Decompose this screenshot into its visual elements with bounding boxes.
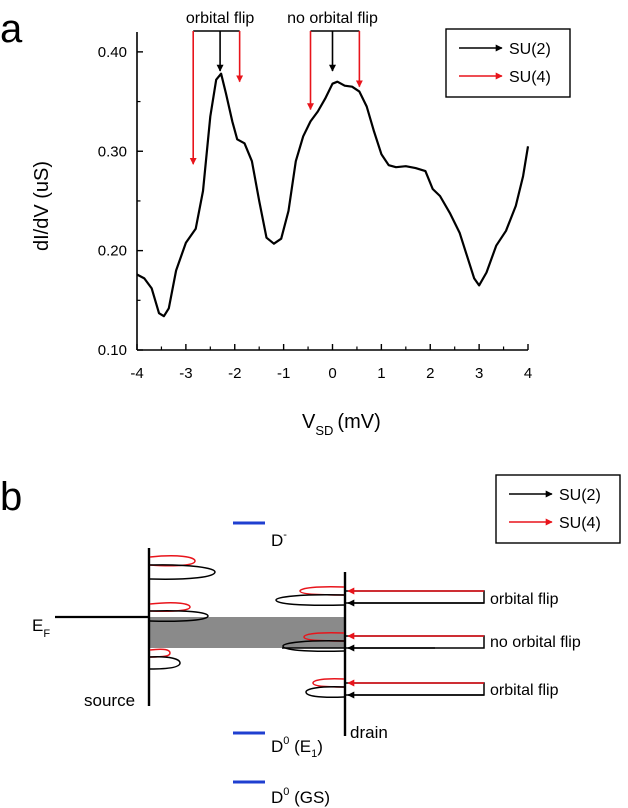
chart-annotations: orbital flip no orbital flip (186, 10, 378, 165)
energy-levels: D- D0 (E1) D0 (GS) (233, 521, 330, 807)
x-tick-label: 0 (328, 365, 336, 382)
level-d0-e1-label: D0 (E1) (271, 735, 323, 760)
x-tick-label: 1 (377, 365, 385, 382)
axis-ticks: -4 -3 -2 -1 0 1 2 3 4 0.10 0.20 0.30 0.40 (98, 44, 532, 382)
source-resonance-su4-mid (149, 602, 191, 612)
x-tick-label: 3 (475, 365, 483, 382)
diagram-legend-box (495, 474, 621, 544)
x-tick-label: -3 (179, 365, 192, 382)
series-line (136, 72, 530, 318)
source-resonance-su2-top (149, 564, 216, 580)
source-resonances (149, 555, 216, 670)
source-label: source (84, 691, 135, 710)
drain-label: drain (350, 723, 388, 742)
source-resonance-su2-low (149, 656, 181, 670)
y-tick-label: 0.10 (98, 342, 127, 359)
annotation-label: orbital flip (186, 10, 255, 27)
transition-no-orbital-flip: no orbital flip (346, 632, 581, 652)
transition-bracket-bottom (346, 682, 485, 696)
x-tick-label: -4 (130, 365, 143, 382)
x-axis-label: VSD (mV) (302, 411, 381, 438)
source-resonance-su4-low (149, 648, 171, 658)
level-d0-gs-label: D0 (GS) (271, 786, 330, 807)
y-tick-label: 0.30 (98, 143, 127, 160)
drain-resonances (275, 586, 345, 698)
transition-orbital-flip-top: orbital flip (346, 587, 559, 608)
source-resonance-su4-top (149, 555, 196, 567)
drain-resonance-su2-top (275, 594, 345, 606)
x-tick-label: 2 (426, 365, 434, 382)
x-tick-label: -1 (277, 365, 290, 382)
source-resonance-su2-mid (149, 610, 209, 622)
x-tick-label: 4 (524, 365, 532, 382)
y-axis-label: dI/dV (uS) (31, 161, 53, 251)
drain-resonance-su2-mid (282, 640, 345, 652)
panel-a: a dI/dV (uS) VSD (mV) -4 -3 -2 -1 0 1 2 3 4 0.10 0.… (0, 7, 571, 438)
transition-label-mid: no orbital flip (490, 634, 581, 651)
bias-window (150, 617, 345, 648)
diagram-legend-su2-label: SU(2) (559, 487, 601, 504)
diagram-legend-su4-label: SU(4) (559, 515, 601, 532)
transition-orbital-flip-bottom: orbital flip (346, 679, 559, 699)
legend-box (445, 28, 571, 98)
panel-b-label: b (0, 475, 22, 519)
panel-a-label: a (0, 7, 23, 51)
legend-su2-label: SU(2) (509, 41, 551, 58)
level-d-minus-label: D- (271, 529, 287, 550)
y-tick-label: 0.40 (98, 44, 127, 61)
transition-bracket-top (346, 590, 485, 604)
chart-legend: SU(2) SU(4) (445, 28, 571, 98)
drain-resonance-su4-top (299, 586, 345, 596)
drain-resonance-su4-low (312, 678, 345, 688)
diagram-legend: SU(2) SU(4) (495, 474, 621, 544)
transition-label-top: orbital flip (490, 591, 559, 608)
drain-resonance-su2-low (305, 686, 345, 698)
panel-b: b SU(2) SU(4) EF source drain (0, 474, 621, 807)
fermi-level-label: EF (32, 616, 50, 640)
transition-label-bottom: orbital flip (490, 682, 559, 699)
transition-bracket-mid (346, 635, 485, 649)
chart-series-dIdV (136, 72, 530, 318)
legend-su4-label: SU(4) (509, 69, 551, 86)
x-tick-label: -2 (228, 365, 241, 382)
annotation-label: no orbital flip (287, 10, 378, 27)
y-tick-label: 0.20 (98, 243, 127, 260)
